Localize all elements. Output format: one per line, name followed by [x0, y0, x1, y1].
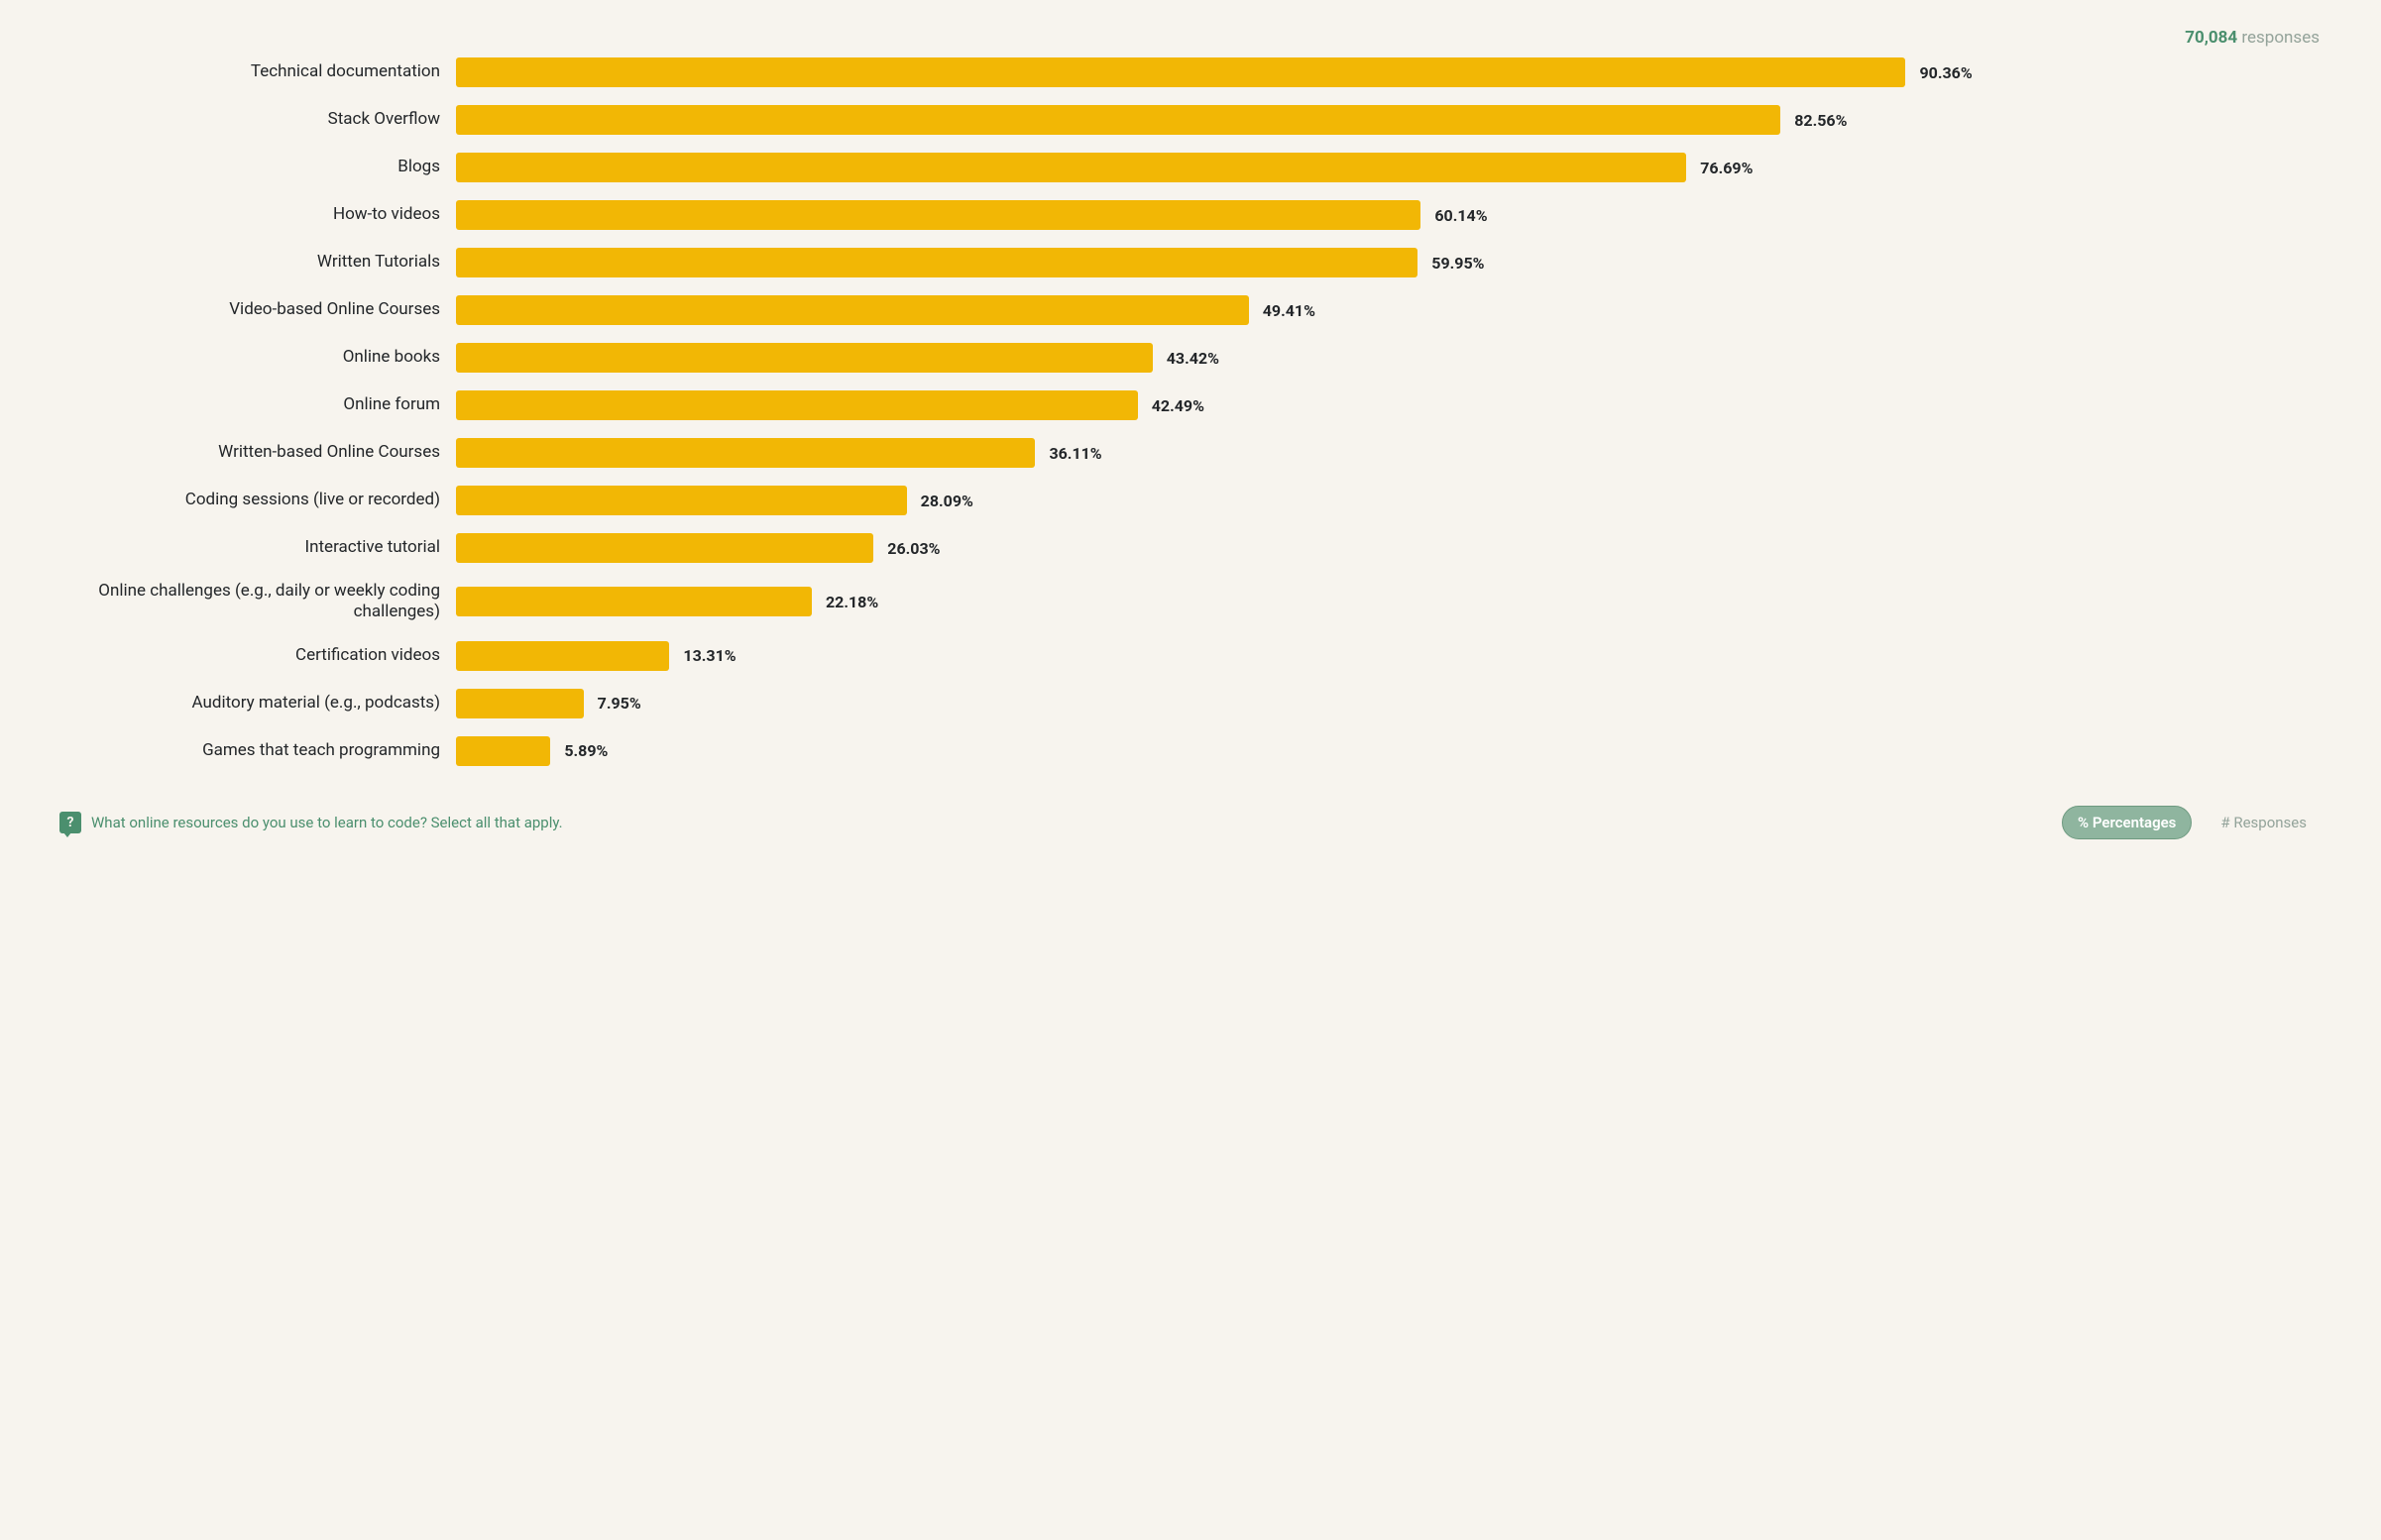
bar-value: 42.49% — [1152, 396, 1204, 415]
bar-label: Blogs — [59, 157, 456, 177]
chart-row: Online challenges (e.g., daily or weekly… — [59, 581, 2322, 623]
bar-value: 22.18% — [826, 593, 878, 611]
bar-label: How-to videos — [59, 204, 456, 225]
chart-row: Games that teach programming 5.89% — [59, 736, 2322, 766]
bar-track: 26.03% — [456, 533, 2322, 563]
response-count-number: 70,084 — [2185, 28, 2237, 48]
bar-label: Video-based Online Courses — [59, 299, 456, 320]
chart-row: Written-based Online Courses 36.11% — [59, 438, 2322, 468]
survey-question: ? What online resources do you use to le… — [59, 812, 563, 833]
chart-row: Stack Overflow 82.56% — [59, 105, 2322, 135]
bar-label: Certification videos — [59, 645, 456, 666]
bar-track: 22.18% — [456, 587, 2322, 616]
question-text: What online resources do you use to lear… — [91, 814, 563, 831]
bar-value: 5.89% — [564, 741, 608, 760]
chart-row: Coding sessions (live or recorded) 28.09% — [59, 486, 2322, 515]
toggle-responses[interactable]: # Responses — [2206, 807, 2322, 838]
bar-fill[interactable] — [456, 689, 584, 718]
chart-row: Video-based Online Courses 49.41% — [59, 295, 2322, 325]
response-count-label: responses — [2241, 28, 2320, 48]
bar-value: 28.09% — [921, 492, 973, 510]
bar-label: Online challenges (e.g., daily or weekly… — [59, 581, 456, 623]
bar-label: Games that teach programming — [59, 740, 456, 761]
bar-label: Written-based Online Courses — [59, 442, 456, 463]
bar-fill[interactable] — [456, 343, 1153, 373]
bar-track: 42.49% — [456, 390, 2322, 420]
bar-value: 43.42% — [1167, 349, 1219, 368]
bar-value: 82.56% — [1794, 111, 1847, 130]
question-icon: ? — [59, 812, 81, 833]
bar-fill[interactable] — [456, 587, 812, 616]
bar-fill[interactable] — [456, 153, 1686, 182]
bar-track: 28.09% — [456, 486, 2322, 515]
bar-label: Auditory material (e.g., podcasts) — [59, 693, 456, 714]
bar-value: 90.36% — [1919, 63, 1972, 82]
chart-row: How-to videos 60.14% — [59, 200, 2322, 230]
bar-fill[interactable] — [456, 390, 1138, 420]
bar-value: 60.14% — [1434, 206, 1487, 225]
bar-value: 59.95% — [1431, 254, 1484, 273]
bar-track: 43.42% — [456, 343, 2322, 373]
bar-label: Technical documentation — [59, 61, 456, 82]
chart-row: Online forum 42.49% — [59, 390, 2322, 420]
chart-footer: ? What online resources do you use to le… — [59, 806, 2322, 839]
bar-track: 82.56% — [456, 105, 2322, 135]
bar-fill[interactable] — [456, 486, 907, 515]
chart-row: Online books 43.42% — [59, 343, 2322, 373]
bar-fill[interactable] — [456, 57, 1905, 87]
bar-value: 36.11% — [1049, 444, 1101, 463]
bar-value: 26.03% — [887, 539, 940, 558]
chart-row: Certification videos 13.31% — [59, 641, 2322, 671]
bar-fill[interactable] — [456, 533, 873, 563]
chart-row: Technical documentation 90.36% — [59, 57, 2322, 87]
bar-label: Interactive tutorial — [59, 537, 456, 558]
chart-row: Written Tutorials 59.95% — [59, 248, 2322, 277]
bar-label: Stack Overflow — [59, 109, 456, 130]
bar-fill[interactable] — [456, 248, 1417, 277]
bar-fill[interactable] — [456, 641, 669, 671]
toggle-percentages[interactable]: % Percentages — [2062, 806, 2192, 839]
bar-label: Written Tutorials — [59, 252, 456, 273]
response-count-header: 70,084 responses — [59, 28, 2322, 48]
bar-fill[interactable] — [456, 438, 1035, 468]
bar-fill[interactable] — [456, 200, 1420, 230]
bar-label: Online forum — [59, 394, 456, 415]
bar-track: 36.11% — [456, 438, 2322, 468]
bar-value: 49.41% — [1263, 301, 1315, 320]
bar-fill[interactable] — [456, 105, 1780, 135]
chart-row: Blogs 76.69% — [59, 153, 2322, 182]
bar-value: 7.95% — [598, 694, 641, 713]
view-toggle-group: % Percentages # Responses — [2062, 806, 2322, 839]
bar-fill[interactable] — [456, 295, 1249, 325]
bar-track: 5.89% — [456, 736, 2322, 766]
bar-label: Coding sessions (live or recorded) — [59, 490, 456, 510]
bar-fill[interactable] — [456, 736, 550, 766]
bar-track: 60.14% — [456, 200, 2322, 230]
bar-track: 13.31% — [456, 641, 2322, 671]
bar-value: 76.69% — [1700, 159, 1753, 177]
chart-row: Interactive tutorial 26.03% — [59, 533, 2322, 563]
bar-value: 13.31% — [683, 646, 736, 665]
bar-track: 76.69% — [456, 153, 2322, 182]
bar-track: 59.95% — [456, 248, 2322, 277]
bar-chart: Technical documentation 90.36% Stack Overf… — [59, 57, 2322, 766]
chart-row: Auditory material (e.g., podcasts) 7.95% — [59, 689, 2322, 718]
bar-track: 7.95% — [456, 689, 2322, 718]
bar-track: 90.36% — [456, 57, 2322, 87]
bar-label: Online books — [59, 347, 456, 368]
question-icon-glyph: ? — [67, 815, 74, 830]
bar-track: 49.41% — [456, 295, 2322, 325]
